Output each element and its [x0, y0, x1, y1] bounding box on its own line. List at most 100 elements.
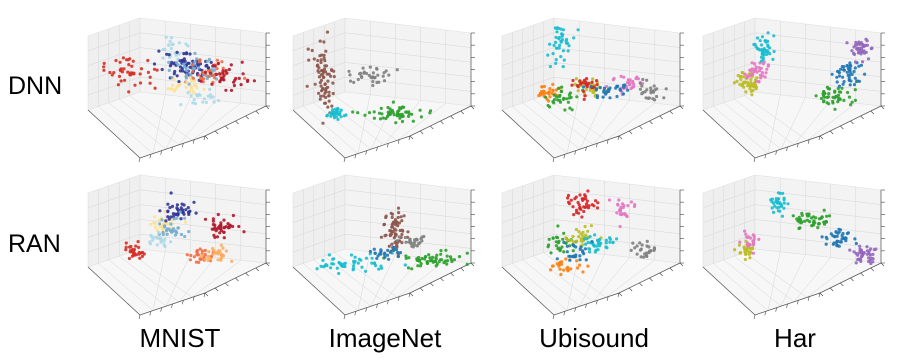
scatter-point: [423, 257, 426, 260]
scatter-point: [156, 243, 159, 246]
scatter-point: [623, 212, 626, 215]
scatter-point: [385, 215, 388, 218]
scatter-point: [159, 241, 162, 244]
scatter-point: [225, 72, 228, 75]
scatter-point: [439, 253, 442, 256]
scatter-point: [201, 254, 204, 257]
scatter-point: [746, 245, 749, 248]
scatter-point: [162, 48, 165, 51]
scatter-point: [332, 92, 335, 95]
scatter-point: [771, 58, 774, 61]
scatter-point: [169, 240, 172, 243]
scatter-point: [572, 213, 575, 216]
scatter-point: [323, 83, 326, 86]
scatter-point: [855, 252, 858, 255]
scatter-point: [867, 57, 870, 60]
scatter-point: [766, 40, 769, 43]
scatter-point: [435, 257, 438, 260]
scatter-point: [753, 68, 756, 71]
scatter-point: [329, 266, 332, 269]
scatter-point: [159, 225, 162, 228]
scatter-point: [619, 89, 622, 92]
scatter-point: [204, 218, 207, 221]
scatter-point: [571, 235, 574, 238]
scatter-point: [383, 223, 386, 226]
scatter-point: [330, 105, 333, 108]
scatter-point: [199, 77, 202, 80]
scatter-point: [596, 94, 599, 97]
scatter-point: [185, 86, 188, 89]
scatter-point: [165, 36, 168, 39]
scatter-point: [588, 250, 591, 253]
scatter-point: [841, 76, 844, 79]
scatter-point: [321, 259, 324, 262]
scatter-point: [199, 247, 202, 250]
scatter-point: [337, 272, 340, 275]
scatter-point: [393, 113, 396, 116]
scatter-point: [827, 102, 830, 105]
scatter-point: [842, 99, 845, 102]
scatter-point: [578, 203, 581, 206]
scatter-point: [170, 47, 173, 50]
scatter-point: [213, 101, 216, 104]
scatter-point: [220, 257, 223, 260]
scatter-point: [161, 56, 164, 59]
scatter-point: [585, 88, 588, 91]
scatter-point: [386, 249, 389, 252]
scatter-point: [838, 85, 841, 88]
scatter-point: [311, 49, 314, 52]
scatter-point: [648, 96, 651, 99]
scatter-point: [649, 86, 652, 89]
scatter-point: [149, 76, 152, 79]
scatter-point: [845, 237, 848, 240]
scatter-point: [578, 206, 581, 209]
scatter-point: [328, 91, 331, 94]
scatter-point: [573, 197, 576, 200]
scatter-point: [856, 258, 859, 261]
scatter-point: [223, 226, 226, 229]
scatter-point: [402, 115, 405, 118]
scatter-point: [445, 263, 448, 266]
scatter-point: [322, 265, 325, 268]
scatter-point: [560, 41, 563, 44]
scatter-point: [400, 215, 403, 218]
scatter-point: [224, 89, 227, 92]
scatter-point: [420, 262, 423, 265]
scatter-point: [371, 80, 374, 83]
scatter-point: [374, 264, 377, 267]
scatter-point: [334, 108, 337, 111]
scatter-point: [417, 259, 420, 262]
scatter-point: [167, 87, 170, 90]
scatter-point: [739, 75, 742, 78]
scatter-point: [319, 61, 322, 64]
scatter-point: [138, 251, 141, 254]
scatter-point: [649, 250, 652, 253]
scatter-point: [815, 94, 818, 97]
scatter-point: [828, 214, 831, 217]
scatter-point: [132, 60, 135, 63]
scatter-point: [185, 81, 188, 84]
scatter-point: [331, 82, 334, 85]
scatter-point: [177, 80, 180, 83]
scatter-point: [386, 254, 389, 257]
scatter-point: [596, 206, 599, 209]
scatter-point: [117, 83, 120, 86]
scatter-point: [626, 89, 629, 92]
scatter-point: [596, 239, 599, 242]
scatter-point: [351, 110, 354, 113]
scatter-point: [344, 113, 347, 116]
scatter-point: [422, 235, 425, 238]
scatter-point: [755, 87, 758, 90]
scatter-point: [767, 31, 770, 34]
scatter-point: [198, 60, 201, 63]
scatter-point: [816, 226, 819, 229]
scatter-point: [204, 71, 207, 74]
scatter-point: [365, 257, 368, 260]
scatter-point: [639, 88, 642, 91]
scatter-point: [632, 83, 635, 86]
scatter-point: [739, 78, 742, 81]
scatter-point: [595, 79, 598, 82]
scatter-point: [350, 253, 353, 256]
scatter-point: [735, 80, 738, 83]
scatter-point: [209, 96, 212, 99]
